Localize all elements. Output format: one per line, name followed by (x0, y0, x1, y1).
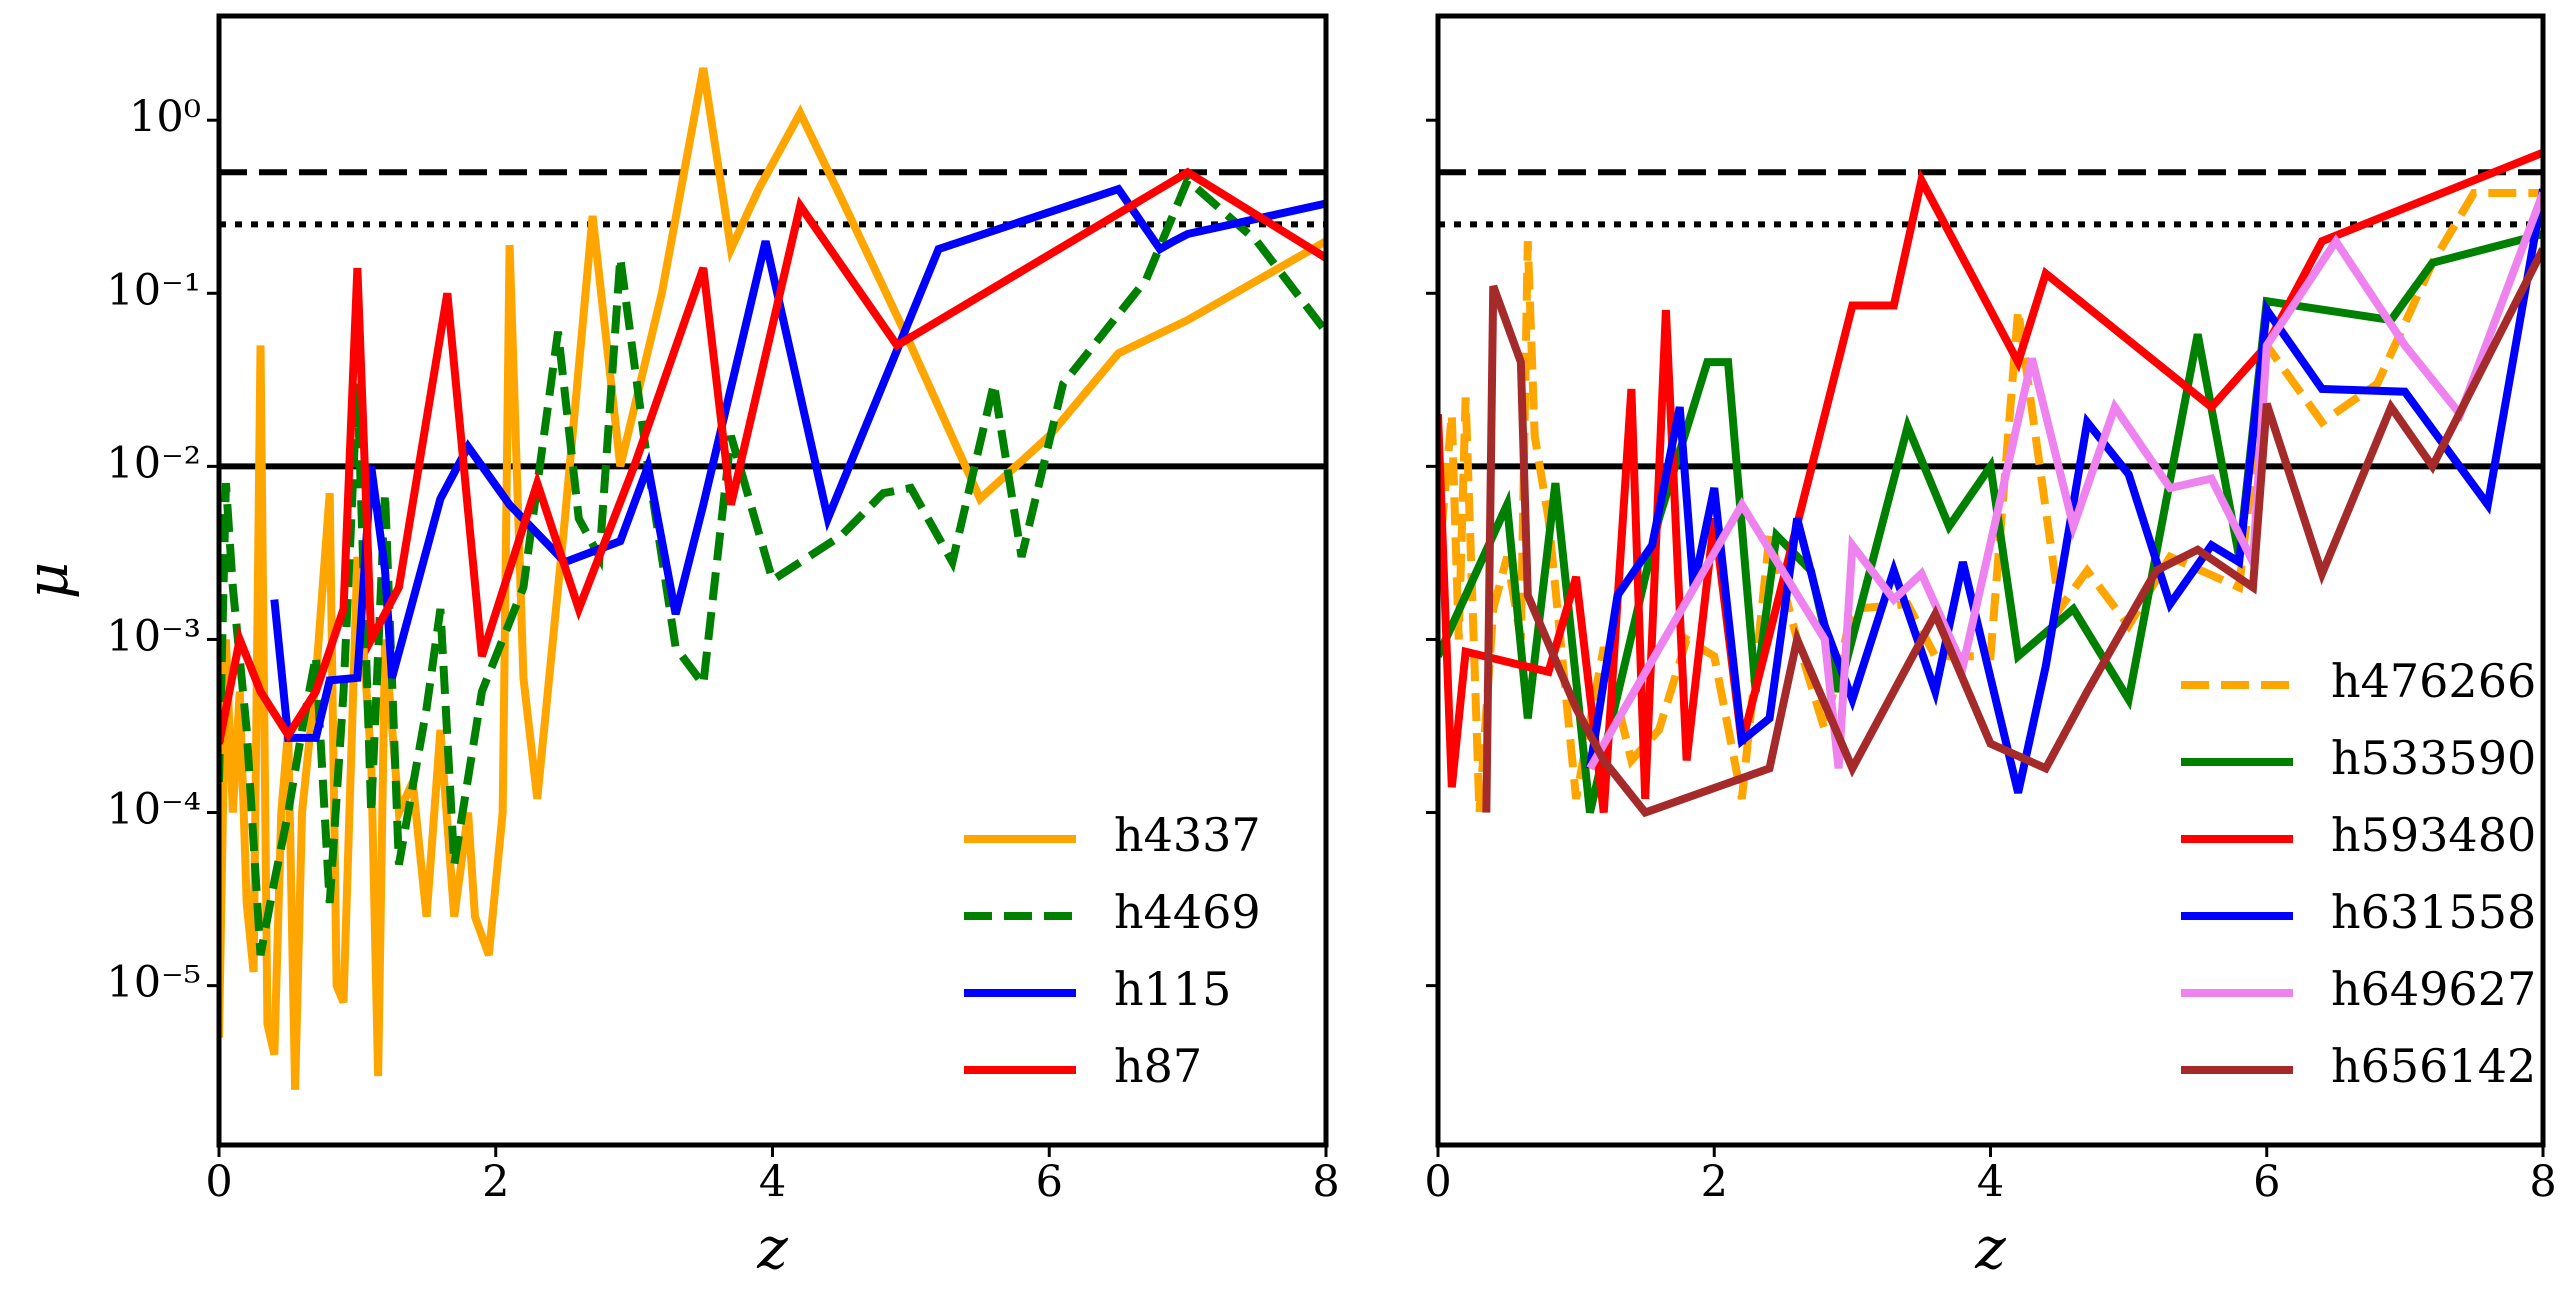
legend-label: h649627 (2331, 962, 2536, 1016)
series-line (219, 167, 1326, 745)
x-axis-label: z (1974, 1214, 2006, 1282)
x-tick-label: 6 (2253, 1157, 2280, 1207)
series-line (219, 67, 1326, 1090)
legend-label: h87 (1114, 1039, 1202, 1093)
y-tick-label: 10⁻⁵ (106, 958, 201, 1008)
legend-label: h593480 (2331, 808, 2536, 862)
plot-frame (1435, 13, 2546, 1148)
x-tick-label: 2 (482, 1157, 509, 1207)
plot-area (1438, 148, 2543, 818)
legend: h476266 h533590 h593480 h631558 h649627 h6561… (2181, 654, 2536, 1093)
x-tick-label: 8 (1312, 1157, 1339, 1207)
legend-label: h631558 (2331, 885, 2536, 939)
x-tick-label: 4 (759, 1157, 786, 1207)
legend-label: h4337 (1114, 808, 1261, 862)
series-line (270, 184, 1326, 742)
series-line (1438, 230, 2543, 814)
plot-frame (216, 13, 1329, 1148)
panel: 0 2 4 6 8 z h476266 h533590 h593480 h631558 h64962… (1424, 13, 2557, 1282)
y-tick-label: 10⁻³ (106, 611, 201, 661)
legend: h4337 h4469 h115 h87 (964, 808, 1261, 1093)
series-line (219, 173, 1326, 956)
series-line (1585, 188, 2543, 794)
series-line (1586, 191, 2543, 771)
legend-label: h115 (1114, 962, 1231, 1016)
x-tick-label: 0 (1424, 1157, 1451, 1207)
x-tick-label: 0 (205, 1157, 232, 1207)
legend-label: h533590 (2331, 731, 2536, 785)
plot-area (219, 67, 1326, 1090)
y-axis-label: μ (13, 562, 81, 600)
y-tick-label: 10⁻⁴ (106, 785, 201, 835)
y-tick-label: 10⁻¹ (106, 265, 201, 315)
x-tick-label: 4 (1977, 1157, 2004, 1207)
series-line (1438, 188, 2543, 813)
x-tick-label: 2 (1701, 1157, 1728, 1207)
x-axis-label: z (756, 1214, 788, 1282)
panel: 0 2 4 6 8 10⁰ 10⁻¹ 10⁻² 10⁻³ 10⁻⁴ 10⁻⁵ z μ h4337 h4469… (13, 13, 1340, 1282)
y-tick-label: 10⁻² (106, 438, 201, 488)
x-tick-label: 8 (2529, 1157, 2556, 1207)
legend-label: h476266 (2331, 654, 2536, 708)
series-line (1482, 247, 2543, 818)
legend-label: h656142 (2331, 1039, 2536, 1093)
legend-label: h4469 (1114, 885, 1261, 939)
y-tick-label: 10⁰ (129, 92, 201, 142)
x-tick-label: 6 (1036, 1157, 1063, 1207)
